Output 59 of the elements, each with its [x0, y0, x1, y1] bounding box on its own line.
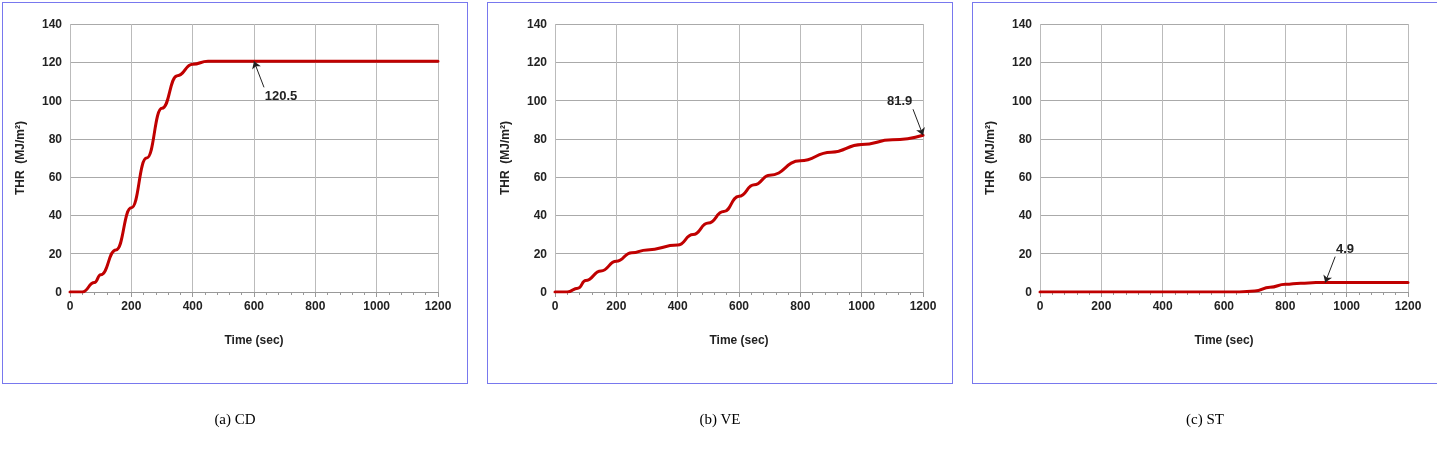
x-tick-label: 0	[66, 299, 74, 313]
text: (c) ST	[1186, 410, 1224, 428]
line-series	[68, 59, 440, 294]
line-series	[1038, 281, 1410, 294]
y-tick-label: 100	[41, 93, 63, 108]
x-axis-title: Time (sec)	[224, 333, 284, 347]
y-tick-label: 40	[48, 208, 63, 223]
y-tick-label: 0	[540, 285, 548, 299]
y-tick-label: 20	[533, 246, 548, 261]
y-tick-label: 80	[533, 131, 548, 146]
x-tick-label: 1000	[363, 299, 391, 313]
y-axis-title: THR (MJ/m²)	[983, 121, 997, 195]
text: (a) CD	[214, 410, 256, 428]
y-tick-label: 40	[533, 208, 548, 223]
y-tick-label: 20	[1018, 246, 1033, 261]
x-tick-label: 200	[1091, 299, 1112, 313]
x-tick-label: 600	[243, 299, 265, 313]
y-tick-label: 100	[526, 93, 548, 108]
x-tick-label: 1000	[1333, 299, 1361, 313]
x-tick-label: 200	[606, 299, 627, 313]
x-tick-label: 200	[121, 299, 142, 313]
x-axis-title: Time (sec)	[709, 333, 769, 347]
x-tick-label: 800	[790, 299, 811, 313]
x-tick-label: 400	[1152, 299, 1173, 313]
y-tick-label: 60	[533, 170, 548, 185]
x-tick-label: 800	[305, 299, 326, 313]
x-tick-label: 600	[728, 299, 750, 313]
y-tick-label: 60	[48, 170, 63, 185]
y-tick-label: 0	[1025, 285, 1033, 299]
y-tick-label: 120	[41, 55, 63, 70]
y-axis-title: THR (MJ/m²)	[13, 121, 27, 195]
y-tick-label: 140	[526, 17, 548, 31]
y-tick-label: 100	[1011, 93, 1033, 108]
annotation: 81.9	[886, 93, 913, 109]
annotation: 120.5	[264, 88, 298, 104]
x-tick-label: 1200	[424, 299, 452, 313]
text: (b) VE	[699, 410, 741, 428]
x-tick-label: 400	[667, 299, 688, 313]
x-tick-label: 800	[1275, 299, 1296, 313]
y-tick-label: 40	[1018, 208, 1033, 223]
y-tick-label: 140	[41, 17, 63, 31]
y-tick-label: 60	[1018, 170, 1033, 185]
x-tick-label: 0	[1036, 299, 1044, 313]
x-tick-label: 1200	[1394, 299, 1422, 313]
x-tick-label: 0	[551, 299, 559, 313]
x-axis-title: Time (sec)	[1194, 333, 1254, 347]
x-tick-label: 1000	[848, 299, 876, 313]
y-tick-label: 140	[1011, 17, 1033, 31]
y-axis-title: THR (MJ/m²)	[498, 121, 512, 195]
y-tick-label: 80	[48, 131, 63, 146]
y-tick-label: 20	[48, 246, 63, 261]
y-tick-label: 120	[1011, 55, 1033, 70]
annotation: 4.9	[1335, 240, 1354, 256]
x-tick-label: 600	[1213, 299, 1235, 313]
x-tick-label: 1200	[909, 299, 937, 313]
x-tick-label: 400	[182, 299, 203, 313]
y-tick-label: 80	[1018, 131, 1033, 146]
y-tick-label: 120	[526, 55, 548, 70]
y-tick-label: 0	[55, 285, 63, 299]
